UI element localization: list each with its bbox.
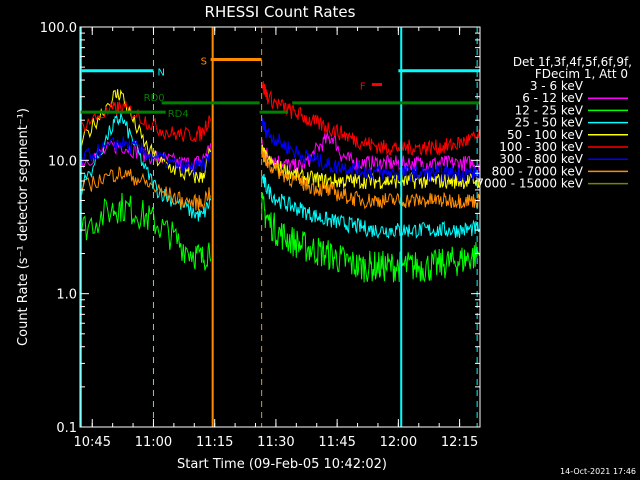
- legend-label-25-50-kev: 25 - 50 keV: [515, 116, 584, 130]
- legend-label-12-25-kev: 12 - 25 keV: [515, 103, 584, 117]
- series-line-100-300-kev-early: [80, 101, 212, 143]
- annotation-label-n: N: [157, 68, 164, 79]
- legend: Det 1f,3f,4f,5f,6f,9f, FDecim 1, Att 0 3…: [476, 55, 632, 191]
- series-layer: [79, 81, 481, 315]
- series-line-25-50-kev-early: [79, 113, 212, 222]
- series-line-100-300-kev-late: [261, 81, 481, 157]
- footer-timestamp: 14-Oct-2021 17:46: [560, 467, 636, 476]
- legend-label-800-7000-kev: 800 - 7000 keV: [492, 164, 584, 178]
- x-tick-label: 12:00: [380, 435, 417, 450]
- series-line-800-7000-kev-late: [261, 145, 481, 210]
- chart-title: RHESSI Count Rates: [205, 3, 356, 21]
- series-line-6-12-kev-late: [261, 132, 481, 176]
- legend-label-100-300-kev: 100 - 300 keV: [499, 140, 583, 154]
- annotation-label-rd0: RD0: [144, 93, 165, 104]
- legend-header-line-1: Det 1f,3f,4f,5f,6f,9f,: [513, 55, 632, 69]
- y-axis: 0.1 1.0 10.0 100.0: [40, 21, 480, 436]
- y-tick-label: 0.1: [56, 421, 77, 436]
- x-tick-label: 11:00: [135, 435, 172, 450]
- series-line-300-800-kev-late: [261, 118, 481, 183]
- series-line-12-25-kev-late: [261, 192, 481, 283]
- x-tick-label: 11:45: [318, 435, 355, 450]
- x-tick-label: 12:15: [441, 435, 478, 450]
- series-line-800-7000-kev-early: [79, 166, 212, 211]
- y-tick-label: 10.0: [48, 154, 77, 169]
- annotation-label-rd4: RD4: [168, 109, 189, 120]
- plot-frame: [79, 26, 481, 428]
- y-tick-label: 1.0: [56, 288, 77, 303]
- legend-label-7000-15000-kev: 7000 - 15000 keV: [476, 177, 583, 191]
- annotation-label-s: S: [201, 57, 207, 68]
- legend-header-line-2: FDecim 1, Att 0: [535, 67, 628, 81]
- x-tick-label: 11:30: [257, 435, 294, 450]
- annotation-label-f: F: [360, 82, 366, 93]
- series-line-300-800-kev-early: [79, 136, 212, 175]
- series-line-12-25-kev-early: [79, 192, 212, 271]
- x-tick-label: 11:15: [196, 435, 233, 450]
- y-tick-label: 100.0: [40, 21, 77, 36]
- legend-label-50-100-kev: 50 - 100 keV: [507, 128, 584, 142]
- series-line-3-6-kev-early: [79, 162, 212, 255]
- x-tick-label: 10:45: [74, 435, 111, 450]
- legend-label-300-800-kev: 300 - 800 keV: [499, 152, 583, 166]
- series-line-25-50-kev-late: [261, 173, 481, 240]
- legend-label-3-6-kev: 3 - 6 keV: [530, 79, 584, 93]
- x-axis: 10:45 11:00 11:15 11:30 11:45 12:00 12:15: [74, 27, 481, 450]
- y-axis-label: Count Rate (s⁻¹ detector segment⁻¹): [16, 108, 31, 346]
- legend-label-6-12-kev: 6 - 12 keV: [522, 91, 584, 105]
- x-axis-label: Start Time (09-Feb-05 10:42:02): [177, 457, 387, 472]
